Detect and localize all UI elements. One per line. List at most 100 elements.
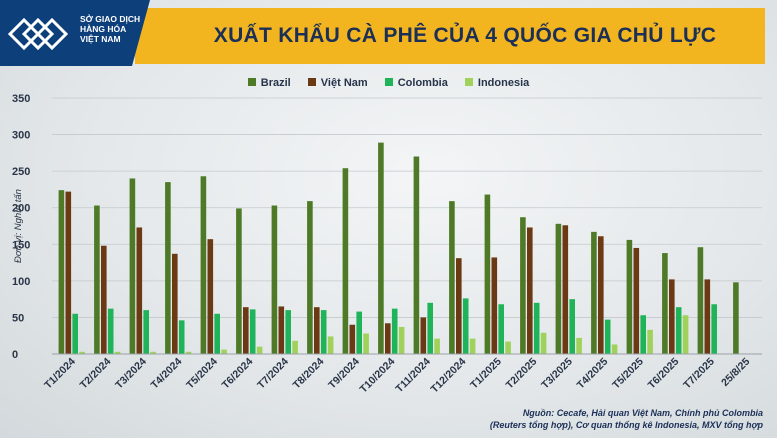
y-tick-label: 100 <box>12 276 30 288</box>
y-tick-label: 0 <box>12 349 18 361</box>
bar-colombia-T9-2024 <box>356 311 362 354</box>
bar-brazil-T3-2024 <box>129 178 136 354</box>
bar-việt-nam-T12-2024 <box>456 258 462 354</box>
bar-brazil-T11-2024 <box>413 156 420 354</box>
x-tick-label: T11/2024 <box>393 356 433 396</box>
bar-indonesia-T2-2024 <box>114 351 121 354</box>
bar-colombia-T6-2025 <box>675 307 682 354</box>
y-tick-label: 250 <box>12 166 30 178</box>
bar-indonesia-T10-2024 <box>398 326 405 354</box>
page-title: XUẤT KHẨU CÀ PHÊ CỦA 4 QUỐC GIA CHỦ LỰC <box>213 24 717 47</box>
bar-brazil-T5-2024 <box>200 176 207 354</box>
bar-colombia-T10-2024 <box>391 308 398 354</box>
bar-việt-nam-T1-2025 <box>491 257 498 354</box>
bar-việt-nam-T3-2024 <box>136 227 143 354</box>
bar-brazil-T6-2024 <box>236 208 242 354</box>
bar-colombia-T2-2025 <box>533 302 540 354</box>
bar-việt-nam-T1-2024 <box>65 191 72 354</box>
bar-brazil-T7-2025 <box>697 247 704 354</box>
x-tick-label: T3/2025 <box>539 356 575 392</box>
bar-brazil-T2-2024 <box>94 205 100 354</box>
x-tick-label: 25/8/25 <box>719 356 752 389</box>
bar-colombia-T5-2025 <box>640 315 646 354</box>
x-tick-label: T7/2025 <box>681 356 717 392</box>
legend-label-vietnam: Việt Nam <box>320 77 368 89</box>
bar-indonesia-T5-2024 <box>221 349 227 354</box>
x-tick-label: T2/2025 <box>504 356 540 392</box>
legend-item-brazil: Brazil <box>247 77 291 89</box>
bar-indonesia-T2-2025 <box>540 332 547 354</box>
x-tick-label: T3/2024 <box>113 356 149 392</box>
bar-brazil-T9-2024 <box>342 168 349 354</box>
x-tick-label: T7/2024 <box>255 356 291 392</box>
logo-mark-icon <box>7 17 69 51</box>
legend-item-vietnam: Việt Nam <box>307 77 368 89</box>
bar-colombia-T1-2025 <box>498 304 504 354</box>
logo-line-3: VIỆT NAM <box>80 34 121 44</box>
x-tick-label: T8/2024 <box>291 356 327 392</box>
y-tick-label: 350 <box>12 93 30 105</box>
logo-line-2: HÀNG HÓA <box>80 24 127 34</box>
bar-indonesia-T9-2024 <box>363 333 369 354</box>
bar-colombia-T3-2024 <box>143 310 149 354</box>
bar-việt-nam-T6-2024 <box>243 307 249 354</box>
bar-indonesia-T6-2024 <box>256 346 263 354</box>
logo: SỞ GIAO DỊCH HÀNG HÓA VIỆT NAM <box>0 0 150 66</box>
y-axis-label: Đơn vị: Nghìn tấn <box>13 189 24 263</box>
bar-indonesia-T6-2025 <box>682 315 689 354</box>
bar-indonesia-T11-2024 <box>434 338 440 354</box>
bar-brazil-T7-2024 <box>271 205 278 354</box>
bar-việt-nam-T4-2025 <box>598 236 604 354</box>
bar-colombia-T4-2025 <box>604 319 611 354</box>
x-tick-label: T9/2024 <box>326 356 362 392</box>
legend-swatch-colombia <box>384 78 393 86</box>
x-tick-label: T10/2024 <box>358 356 398 396</box>
bar-việt-nam-T5-2025 <box>633 247 640 354</box>
legend-label-colombia: Colombia <box>397 77 448 89</box>
bar-brazil-T12-2024 <box>449 201 455 354</box>
y-tick-label: 50 <box>12 312 24 324</box>
source-note: Nguồn: Cecafe, Hải quan Việt Nam, Chính … <box>303 407 763 431</box>
legend-swatch-indonesia <box>464 78 473 86</box>
x-tick-label: T5/2024 <box>184 356 220 392</box>
bar-indonesia-T3-2025 <box>576 337 582 354</box>
legend-swatch-vietnam <box>307 78 316 86</box>
bar-brazil-T4-2024 <box>165 182 171 354</box>
bar-indonesia-T8-2024 <box>327 336 334 354</box>
bar-việt-nam-T6-2025 <box>669 279 675 354</box>
bar-colombia-T2-2024 <box>107 308 114 354</box>
bar-việt-nam-T2-2024 <box>101 245 107 354</box>
bar-việt-nam-T9-2024 <box>349 324 356 354</box>
bar-việt-nam-T8-2024 <box>314 307 320 354</box>
x-tick-label: T6/2024 <box>220 356 256 392</box>
legend-item-colombia: Colombia <box>384 77 448 89</box>
bar-colombia-T3-2025 <box>569 299 575 354</box>
bar-brazil-T6-2025 <box>662 253 668 354</box>
bar-việt-nam-T4-2024 <box>172 253 178 354</box>
bar-indonesia-T12-2024 <box>469 338 476 354</box>
bar-indonesia-T1-2024 <box>79 351 85 354</box>
x-tick-label: T1/2024 <box>42 356 78 392</box>
legend-item-indonesia: Indonesia <box>464 77 529 89</box>
x-tick-label: T2/2024 <box>78 356 114 392</box>
bar-colombia-T4-2024 <box>178 320 185 354</box>
header: SỞ GIAO DỊCH HÀNG HÓA VIỆT NAM XUẤT KHẨU… <box>0 0 777 78</box>
bar-brazil-T1-2025 <box>484 194 491 354</box>
bar-colombia-T7-2024 <box>285 310 291 354</box>
bar-brazil-T3-2025 <box>555 223 562 354</box>
bar-indonesia-T4-2024 <box>185 351 192 354</box>
bar-colombia-T5-2024 <box>214 313 220 354</box>
x-tick-label: T12/2024 <box>429 356 469 396</box>
bar-việt-nam-T7-2024 <box>278 306 285 354</box>
bar-colombia-T1-2024 <box>72 313 78 354</box>
legend-label-brazil: Brazil <box>260 77 291 89</box>
bar-việt-nam-T10-2024 <box>385 323 391 354</box>
bar-brazil-T4-2025 <box>591 231 597 354</box>
bar-indonesia-T7-2024 <box>292 340 298 354</box>
bar-việt-nam-T11-2024 <box>420 317 427 354</box>
legend-swatch-brazil <box>247 78 256 86</box>
bar-colombia-T7-2025 <box>711 304 717 354</box>
y-tick-label: 200 <box>12 203 30 215</box>
